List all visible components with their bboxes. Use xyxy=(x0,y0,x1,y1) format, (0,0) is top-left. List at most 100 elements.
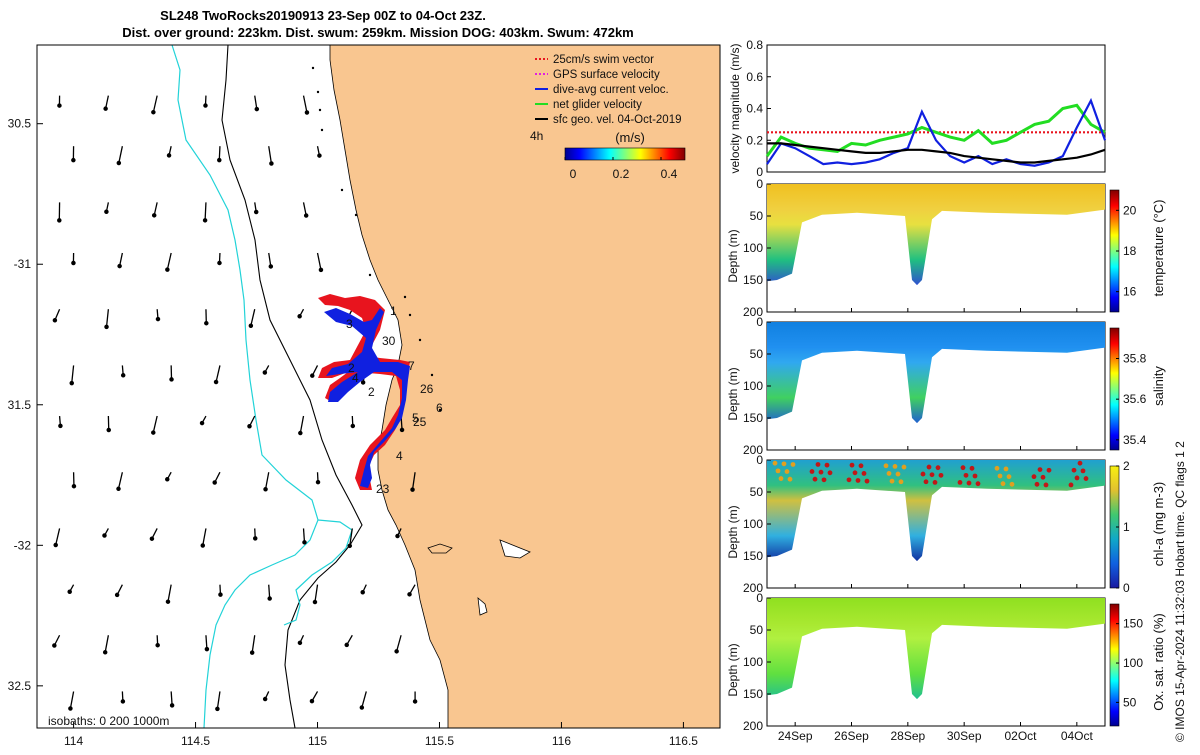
section-ylabel: Depth (m) xyxy=(726,643,740,696)
current-arrow-head xyxy=(72,159,75,162)
current-arrow-head xyxy=(54,543,57,546)
legend-label: net glider velocity xyxy=(553,99,642,111)
chl-dot xyxy=(865,479,870,484)
current-arrow-head xyxy=(408,593,411,596)
colorbar-tick-label: 0 xyxy=(1123,581,1130,595)
chl-dot xyxy=(785,469,790,474)
current-arrow-head xyxy=(298,315,301,318)
current-arrow-head xyxy=(255,210,258,213)
map-xtick-label: 116 xyxy=(552,734,571,748)
current-arrow-head xyxy=(153,214,156,217)
day-label: 2 xyxy=(368,385,375,399)
chl-dot xyxy=(884,463,889,468)
current-arrow-head xyxy=(305,111,308,114)
current-arrow-head xyxy=(270,162,273,165)
section-ytick-label: 0 xyxy=(756,177,763,191)
day-label: 4 xyxy=(352,371,359,385)
chl-dot xyxy=(930,472,935,477)
section-xtick-label: 30Sep xyxy=(947,729,982,743)
chl-dot xyxy=(1084,476,1089,481)
chl-dot xyxy=(1047,468,1052,473)
chl-dot xyxy=(976,481,981,486)
chl-dot xyxy=(853,470,858,475)
chl-dot xyxy=(862,471,867,476)
chl-dot xyxy=(896,472,901,477)
chl-dot xyxy=(822,477,827,482)
chl-dot xyxy=(902,465,907,470)
current-arrow-head xyxy=(117,487,120,490)
map-xtick-label: 115.5 xyxy=(425,734,454,748)
current-arrow-head xyxy=(251,651,254,654)
velocity-ytick-label: 0.6 xyxy=(746,70,763,84)
current-arrow-head xyxy=(200,421,203,424)
colorbar-title: (m/s) xyxy=(615,130,645,145)
chl-dot xyxy=(859,463,864,468)
current-arrow-head xyxy=(121,700,124,703)
chl-dot xyxy=(1044,483,1049,488)
section-ytick-label: 150 xyxy=(743,273,763,287)
section-ytick-label: 150 xyxy=(743,687,763,701)
chl-dot xyxy=(1004,467,1009,472)
colorbar-tick-label: 0.2 xyxy=(613,167,630,181)
current-arrow-head xyxy=(205,322,208,325)
chl-dot xyxy=(995,466,1000,471)
chl-dot xyxy=(887,471,892,476)
day-label: 1 xyxy=(390,304,397,318)
chl-dot xyxy=(1038,467,1043,472)
section-ytick-label: 100 xyxy=(743,241,763,255)
section-ytick-label: 0 xyxy=(756,453,763,467)
current-arrow-head xyxy=(166,600,169,603)
section-colorbar xyxy=(1110,328,1119,450)
section-xtick-label: 26Sep xyxy=(834,729,869,743)
chl-dot xyxy=(828,470,833,475)
velocity-ytick-label: 0.4 xyxy=(746,102,763,116)
chl-dot xyxy=(964,473,969,478)
section-ytick-label: 50 xyxy=(750,485,764,499)
colorbar-tick-label: 35.6 xyxy=(1123,392,1147,406)
chl-dot xyxy=(899,479,904,484)
current-arrow-head xyxy=(395,650,398,653)
chl-dot xyxy=(779,476,784,481)
current-arrow-head xyxy=(59,424,62,427)
current-arrow-head xyxy=(72,485,75,488)
chl-dot xyxy=(998,474,1003,479)
section-colorbar-label: chl-a (mg m-3) xyxy=(1151,482,1166,567)
current-arrow-head xyxy=(118,264,121,267)
current-arrow-head xyxy=(167,154,170,157)
section-ytick-label: 150 xyxy=(743,549,763,563)
legend-scale-label: 4h xyxy=(530,129,543,143)
legend-label: dive-avg current veloc. xyxy=(553,84,669,96)
current-arrow-head xyxy=(107,428,110,431)
current-arrow-head xyxy=(396,534,399,537)
current-arrow-head xyxy=(216,707,219,710)
current-arrow-head xyxy=(170,378,173,381)
chl-dot xyxy=(816,462,821,467)
chl-dot xyxy=(813,477,818,482)
current-arrow-head xyxy=(156,317,159,320)
section-ytick-label: 150 xyxy=(743,411,763,425)
current-arrow-head xyxy=(152,111,155,114)
section-ytick-label: 50 xyxy=(750,623,764,637)
day-label: 23 xyxy=(376,482,390,496)
footer-credit: © IMOS 15-Apr-2024 11:32:03 Hobart time.… xyxy=(1173,441,1187,742)
map-ytick-label: -32 xyxy=(14,538,32,552)
day-label: 30 xyxy=(382,334,396,348)
section-colorbar xyxy=(1110,604,1119,726)
isobath-note: isobaths: 0 200 1000m xyxy=(48,714,169,728)
section-ytick-label: 100 xyxy=(743,379,763,393)
current-arrow-head xyxy=(249,324,252,327)
current-arrow-head xyxy=(72,261,75,264)
map-xtick-label: 116.5 xyxy=(669,734,698,748)
current-arrow-head xyxy=(122,374,125,377)
current-arrow-head xyxy=(345,643,348,646)
current-arrow-head xyxy=(156,644,159,647)
chl-dot xyxy=(776,468,781,473)
day-label: 3 xyxy=(346,317,353,331)
chl-dot xyxy=(810,469,815,474)
chl-dot xyxy=(856,478,861,483)
chart-title-line1: SL248 TwoRocks20190913 23-Sep 00Z to 04-… xyxy=(160,8,486,23)
current-arrow-head xyxy=(218,261,221,264)
section-colorbar-label: Ox. sat. ratio (%) xyxy=(1151,613,1166,711)
section-ytick-label: 50 xyxy=(750,209,764,223)
